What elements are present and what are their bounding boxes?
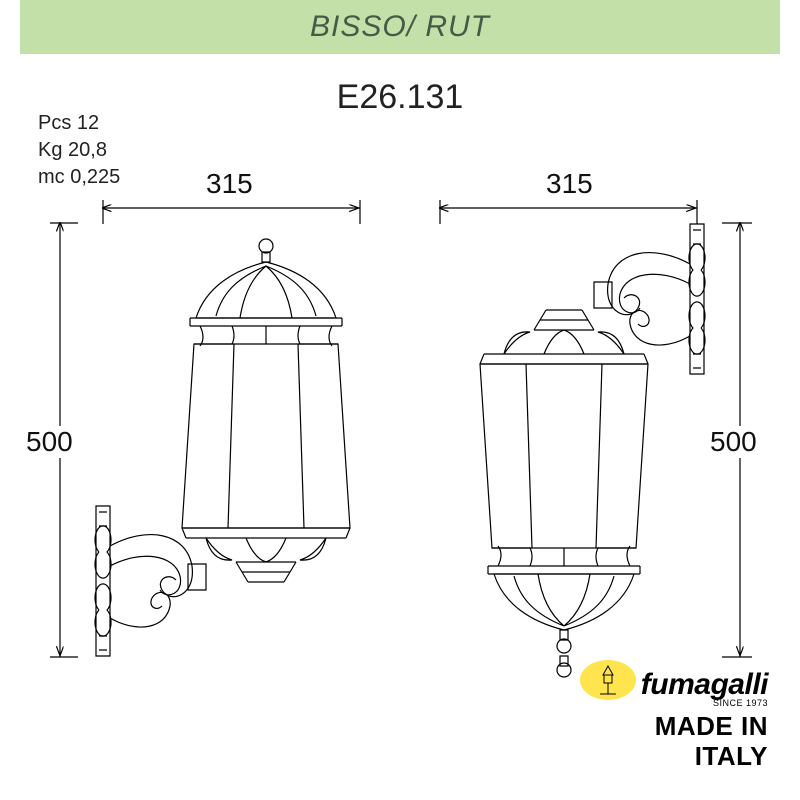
header-band: BISSO/ RUT: [20, 0, 780, 54]
dim-right-height: 500: [706, 426, 761, 458]
spec-mc: mc 0,225: [38, 164, 120, 191]
made-in-line2: ITALY: [580, 743, 768, 770]
dim-right-width: 315: [542, 168, 597, 200]
product-title: BISSO/ RUT: [310, 10, 490, 44]
made-in-line1: MADE IN: [580, 713, 768, 740]
spec-pcs: Pcs 12: [38, 110, 120, 137]
spec-kg: Kg 20,8: [38, 137, 120, 164]
specs-block: Pcs 12 Kg 20,8 mc 0,225: [38, 110, 120, 191]
dim-left-width: 315: [202, 168, 257, 200]
dim-left-height: 500: [22, 426, 77, 458]
brand-block: fumagalli SINCE 1973 MADE IN ITALY: [580, 654, 768, 770]
brand-name: fumagalli: [641, 668, 768, 701]
brand-logo: fumagalli SINCE 1973: [580, 654, 768, 708]
brand-oval-icon: [580, 660, 636, 700]
